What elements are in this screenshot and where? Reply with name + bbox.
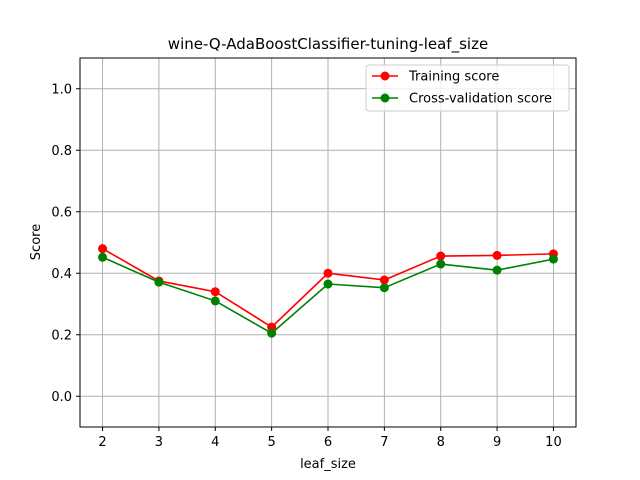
data-point-cross-validation (210, 296, 220, 306)
y-tick-label: 0.4 (51, 267, 72, 282)
data-point-training (379, 275, 389, 285)
x-tick-label: 8 (437, 435, 445, 450)
legend-marker-training (380, 71, 390, 81)
x-tick-label: 4 (211, 435, 219, 450)
data-point-training (323, 268, 333, 278)
data-point-training (436, 251, 446, 261)
data-point-cross-validation (323, 279, 333, 289)
data-point-training (98, 244, 108, 254)
y-tick-label: 0.6 (51, 205, 72, 220)
x-tick-label: 2 (98, 435, 106, 450)
data-point-cross-validation (548, 254, 558, 264)
data-point-cross-validation (379, 283, 389, 293)
data-point-cross-validation (492, 265, 502, 275)
data-point-training (492, 250, 502, 260)
y-tick-label: 0.2 (51, 328, 72, 343)
legend-label-cross-validation: Cross-validation score (409, 92, 552, 107)
y-axis-title: Score (29, 224, 44, 260)
ticks-layer: 2 3 4 5 6 7 8 9 10 0.0 0.2 0.4 0.6 0.8 1.0 (51, 82, 561, 450)
x-tick-label: 3 (155, 435, 163, 450)
x-tick-label: 10 (545, 435, 562, 450)
y-tick-label: 0.8 (51, 144, 72, 159)
x-tick-label: 6 (324, 435, 332, 450)
grid-layer (80, 58, 576, 427)
data-point-training (210, 287, 220, 297)
data-point-cross-validation (436, 259, 446, 269)
y-tick-label: 1.0 (51, 82, 72, 97)
series-layer (98, 244, 558, 338)
legend-label-training: Training score (408, 70, 499, 85)
chart-title: wine-Q-AdaBoostClassifier-tuning-leaf_si… (168, 35, 488, 54)
x-tick-label: 9 (493, 435, 501, 450)
x-tick-label: 5 (267, 435, 275, 450)
legend-marker-cross-validation (380, 93, 390, 103)
data-point-cross-validation (267, 328, 277, 338)
legend: Training score Cross-validation score (365, 64, 570, 112)
y-tick-label: 0.0 (51, 390, 72, 405)
x-tick-label: 7 (380, 435, 388, 450)
data-point-training (267, 322, 277, 332)
legend-box (365, 64, 570, 112)
data-point-cross-validation (154, 277, 164, 287)
x-axis-title: leaf_size (300, 457, 356, 472)
data-point-cross-validation (98, 252, 108, 262)
